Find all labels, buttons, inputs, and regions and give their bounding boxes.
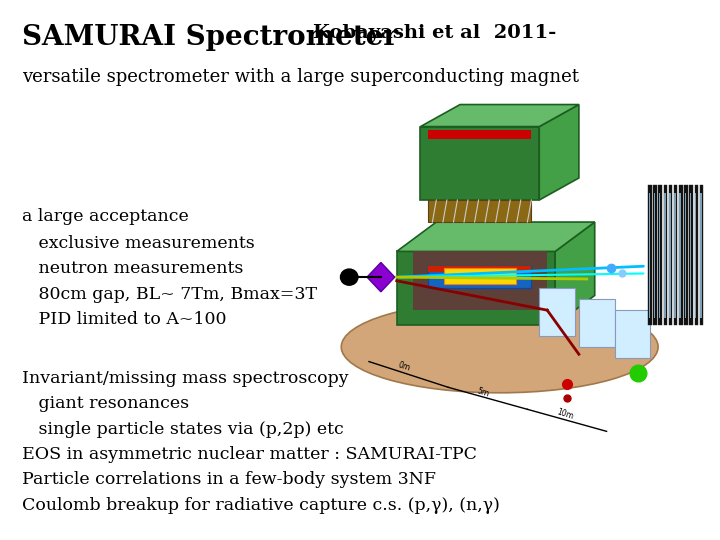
Polygon shape [579,299,615,347]
Polygon shape [648,185,652,325]
Polygon shape [690,193,691,318]
Polygon shape [689,185,693,325]
Text: PID limited to A~100: PID limited to A~100 [22,311,226,328]
Polygon shape [428,266,531,272]
Text: Particle correlations in a few-body system 3NF: Particle correlations in a few-body syst… [22,471,436,488]
Text: giant resonances: giant resonances [22,395,189,412]
Ellipse shape [341,301,658,393]
Text: SAMURAI Spectrometer: SAMURAI Spectrometer [22,24,397,51]
Polygon shape [444,268,516,285]
Polygon shape [695,185,698,325]
Text: Invariant/missing mass spectroscopy: Invariant/missing mass spectroscopy [22,370,348,387]
Polygon shape [367,262,395,292]
Polygon shape [674,185,678,325]
Polygon shape [397,252,555,325]
Polygon shape [539,105,579,200]
Polygon shape [684,185,688,325]
Polygon shape [539,288,575,336]
Polygon shape [428,266,531,288]
Polygon shape [428,130,531,139]
Polygon shape [413,252,547,310]
Text: versatile spectrometer with a large superconducting magnet: versatile spectrometer with a large supe… [22,68,579,85]
Text: EOS in asymmetric nuclear matter : SAMURAI-TPC: EOS in asymmetric nuclear matter : SAMUR… [22,446,477,463]
Polygon shape [659,193,660,318]
Text: 10m: 10m [555,408,574,422]
Text: 80cm gap, BL~ 7Tm, Bmax=3T: 80cm gap, BL~ 7Tm, Bmax=3T [22,286,317,302]
Text: Kobayashi et al  2011-: Kobayashi et al 2011- [313,24,557,42]
Circle shape [341,269,358,285]
Polygon shape [669,185,672,325]
Text: 0m: 0m [397,360,411,373]
Text: neutron measurements: neutron measurements [22,260,243,277]
Polygon shape [679,185,683,325]
Polygon shape [675,193,676,318]
Polygon shape [420,126,539,200]
Polygon shape [695,193,696,318]
Polygon shape [685,193,686,318]
Polygon shape [669,193,671,318]
Polygon shape [615,310,650,358]
Polygon shape [664,185,667,325]
Polygon shape [664,193,665,318]
Text: 5m: 5m [476,386,490,399]
Polygon shape [654,193,655,318]
Text: exclusive measurements: exclusive measurements [22,235,254,252]
Polygon shape [659,185,662,325]
Polygon shape [428,200,531,222]
Polygon shape [680,193,681,318]
Polygon shape [653,185,657,325]
Polygon shape [700,185,703,325]
Polygon shape [700,193,702,318]
Polygon shape [420,105,579,126]
Polygon shape [397,222,595,252]
Polygon shape [555,222,595,325]
Text: Coulomb breakup for radiative capture c.s. (p,γ), (n,γ): Coulomb breakup for radiative capture c.… [22,497,500,514]
Text: single particle states via (p,2p) etc: single particle states via (p,2p) etc [22,421,343,437]
Polygon shape [649,193,650,318]
Text: a large acceptance: a large acceptance [22,208,189,225]
